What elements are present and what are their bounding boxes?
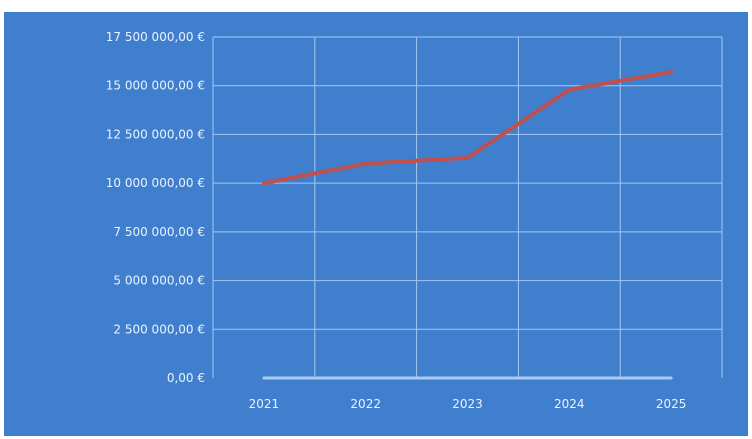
y-tick-label: 10 000 000,00 €: [106, 176, 205, 190]
y-tick-label: 15 000 000,00 €: [106, 79, 205, 93]
series-line-1: [261, 70, 674, 186]
y-tick-label: 7 500 000,00 €: [113, 225, 205, 239]
x-tick-label: 2022: [350, 397, 381, 411]
x-tick-label: 2025: [656, 397, 687, 411]
y-tick-label: 12 500 000,00 €: [106, 127, 205, 141]
grid-layer: [212, 36, 723, 378]
x-tick-label: 2023: [452, 397, 483, 411]
x-tick-label: 2024: [554, 397, 585, 411]
y-tick-label: 17 500 000,00 €: [106, 30, 205, 44]
x-axis-labels: 2021 2022 2023 2024 2025: [249, 397, 687, 411]
x-tick-label: 2021: [249, 397, 280, 411]
y-tick-label: 0,00 €: [167, 371, 205, 385]
y-tick-label: 2 500 000,00 €: [113, 322, 205, 336]
y-tick-label: 5 000 000,00 €: [113, 274, 205, 288]
chart-panel: [4, 12, 748, 436]
series-layer: [261, 70, 674, 380]
y-axis-labels: 0,00 € 2 500 000,00 € 5 000 000,00 € 7 500 …: [106, 30, 205, 385]
